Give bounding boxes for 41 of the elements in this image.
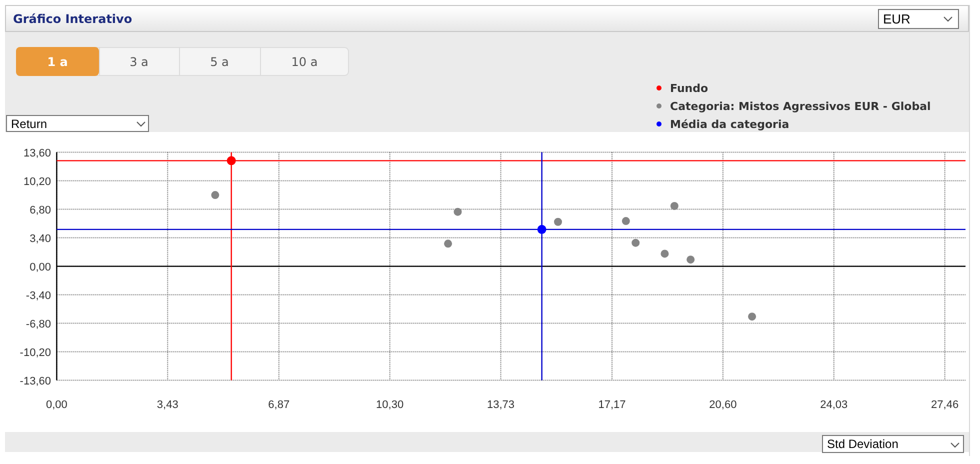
point [554, 218, 562, 226]
chart-title: Gráfico Interativo [13, 12, 132, 26]
x-tick-label: 0,00 [46, 399, 68, 411]
y-axis-title: Return [11, 117, 48, 131]
point [748, 312, 756, 321]
x-tick-label: 17,17 [598, 399, 626, 411]
x-tick-label: 27,46 [931, 399, 959, 411]
text: EUR [883, 12, 910, 26]
point [444, 240, 452, 248]
text: 3 a [130, 55, 148, 69]
y-tick-label: 0,00 [30, 261, 51, 274]
x-tick-label: 13,73 [486, 399, 515, 411]
point [454, 208, 462, 216]
legend-label: Fundo [670, 82, 708, 95]
point [660, 250, 669, 258]
x-tick-label: 10,30 [376, 399, 404, 411]
point [670, 202, 678, 210]
y-tick-label: -3,40 [26, 290, 51, 302]
legend-label: Categoria: Mistos Agressivos EUR - Global [670, 100, 931, 113]
x-tick-label: 6,87 [268, 399, 290, 411]
y-tick-label: -10,20 [20, 346, 51, 359]
y-tick-label: 10,20 [23, 176, 51, 188]
legend-label: Média da categoria [670, 118, 790, 131]
point [537, 224, 546, 234]
text: 5 a [210, 55, 229, 69]
y-tick-label: 13,60 [23, 147, 51, 160]
point [686, 256, 695, 264]
text: 10 a [291, 55, 318, 69]
x-tick-label: 3,43 [156, 399, 178, 411]
x-tick-label: 24,03 [820, 399, 848, 411]
point [211, 191, 220, 200]
x-tick-label: 20,60 [709, 399, 737, 411]
point [622, 217, 630, 226]
text: 1 a [47, 55, 68, 69]
y-tick-label: 6,80 [30, 204, 51, 216]
point [226, 156, 236, 166]
x-axis-title: Std Deviation [827, 437, 898, 451]
y-tick-label: 3,40 [30, 232, 51, 245]
point [632, 238, 640, 247]
y-tick-label: -13,60 [20, 375, 51, 388]
y-tick-label: -6,80 [26, 318, 51, 330]
